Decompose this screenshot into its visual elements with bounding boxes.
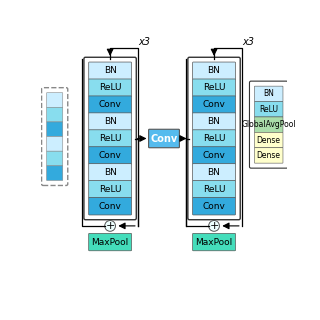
Text: BN: BN: [208, 117, 220, 126]
Text: Conv: Conv: [203, 202, 226, 211]
Text: ReLU: ReLU: [203, 83, 225, 92]
FancyBboxPatch shape: [193, 96, 236, 113]
Text: GlobalAvgPool: GlobalAvgPool: [241, 120, 296, 129]
Text: ReLU: ReLU: [259, 105, 278, 114]
Text: Conv: Conv: [203, 100, 226, 109]
Text: Conv: Conv: [99, 100, 122, 109]
Text: MaxPool: MaxPool: [92, 237, 129, 247]
FancyBboxPatch shape: [47, 107, 63, 122]
FancyBboxPatch shape: [89, 96, 132, 113]
Text: x3: x3: [243, 37, 254, 47]
FancyBboxPatch shape: [193, 62, 236, 79]
Text: ReLU: ReLU: [99, 185, 121, 194]
Text: +: +: [105, 221, 115, 231]
FancyBboxPatch shape: [193, 197, 236, 215]
FancyBboxPatch shape: [193, 130, 236, 147]
Text: MaxPool: MaxPool: [196, 237, 233, 247]
Text: Conv: Conv: [203, 151, 226, 160]
FancyBboxPatch shape: [254, 117, 283, 132]
FancyBboxPatch shape: [89, 147, 132, 164]
FancyBboxPatch shape: [254, 86, 283, 101]
Text: Conv: Conv: [99, 202, 122, 211]
Text: BN: BN: [104, 117, 116, 126]
Text: Dense: Dense: [257, 151, 281, 160]
FancyBboxPatch shape: [89, 197, 132, 215]
FancyBboxPatch shape: [47, 137, 63, 151]
FancyBboxPatch shape: [193, 147, 236, 164]
Circle shape: [105, 220, 116, 231]
Text: ReLU: ReLU: [99, 83, 121, 92]
FancyBboxPatch shape: [47, 151, 63, 166]
FancyBboxPatch shape: [47, 93, 63, 107]
FancyBboxPatch shape: [254, 148, 283, 163]
FancyBboxPatch shape: [89, 164, 132, 181]
FancyBboxPatch shape: [193, 164, 236, 181]
FancyBboxPatch shape: [254, 132, 283, 148]
Circle shape: [209, 220, 220, 231]
Text: +: +: [209, 221, 219, 231]
FancyBboxPatch shape: [193, 79, 236, 96]
Text: Dense: Dense: [257, 136, 281, 145]
FancyBboxPatch shape: [89, 113, 132, 130]
Text: Conv: Conv: [150, 133, 178, 143]
Text: BN: BN: [208, 66, 220, 75]
Text: BN: BN: [104, 168, 116, 177]
FancyBboxPatch shape: [148, 129, 180, 148]
FancyBboxPatch shape: [89, 62, 132, 79]
Text: Conv: Conv: [99, 151, 122, 160]
Text: ReLU: ReLU: [203, 185, 225, 194]
Text: ReLU: ReLU: [99, 134, 121, 143]
Text: x3: x3: [139, 37, 151, 47]
FancyBboxPatch shape: [193, 113, 236, 130]
Text: BN: BN: [104, 66, 116, 75]
FancyBboxPatch shape: [47, 122, 63, 137]
FancyBboxPatch shape: [254, 101, 283, 117]
Text: BN: BN: [208, 168, 220, 177]
FancyBboxPatch shape: [47, 166, 63, 180]
FancyBboxPatch shape: [89, 233, 132, 251]
FancyBboxPatch shape: [89, 130, 132, 147]
FancyBboxPatch shape: [89, 180, 132, 198]
FancyBboxPatch shape: [193, 180, 236, 198]
Text: BN: BN: [263, 89, 274, 98]
FancyBboxPatch shape: [193, 233, 236, 251]
Text: ReLU: ReLU: [203, 134, 225, 143]
FancyBboxPatch shape: [89, 79, 132, 96]
